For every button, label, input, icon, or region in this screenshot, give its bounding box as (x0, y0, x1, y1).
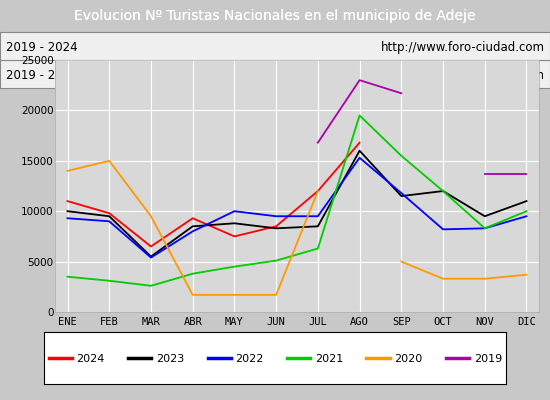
Text: 2019 - 2024: 2019 - 2024 (6, 41, 77, 54)
Text: Evolucion Nº Turistas Nacionales en el municipio de Adeje: Evolucion Nº Turistas Nacionales en el m… (74, 9, 476, 23)
Text: http://www.foro-ciudad.com: http://www.foro-ciudad.com (381, 41, 544, 54)
Text: 2020: 2020 (394, 354, 422, 364)
Text: Evolucion Nº Turistas Nacionales en el municipio de Adeje: Evolucion Nº Turistas Nacionales en el m… (74, 9, 476, 23)
Text: 2021: 2021 (315, 354, 343, 364)
Text: 2023: 2023 (156, 354, 184, 364)
Text: 2024: 2024 (76, 354, 104, 364)
Text: 2019 - 2024: 2019 - 2024 (6, 69, 77, 82)
Text: 2022: 2022 (235, 354, 263, 364)
Text: http://www.foro-ciudad.com: http://www.foro-ciudad.com (381, 69, 544, 82)
Text: 2019: 2019 (474, 354, 502, 364)
